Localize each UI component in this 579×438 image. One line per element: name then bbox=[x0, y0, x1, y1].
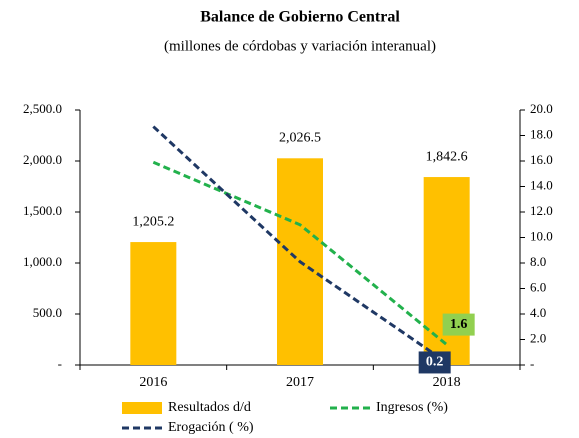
value-label-box bbox=[442, 313, 475, 336]
y-tick-label: - bbox=[58, 356, 62, 371]
y2-tick-label: 8.0 bbox=[530, 254, 546, 269]
value-label-box bbox=[418, 351, 451, 374]
legend-label: Ingresos (%) bbox=[376, 400, 448, 415]
y2-tick-label: 14.0 bbox=[530, 177, 553, 192]
legend-label: Resultados d/d bbox=[168, 400, 251, 415]
y2-tick-label: 10.0 bbox=[530, 228, 553, 243]
y2-tick-label: 2.0 bbox=[530, 330, 546, 345]
line bbox=[152, 125, 448, 364]
bar bbox=[130, 242, 177, 365]
y-tick-label: 2,000.0 bbox=[23, 152, 62, 167]
bar-value-label: 1,205.2 bbox=[132, 214, 174, 229]
bar-value-label: 2,026.5 bbox=[279, 131, 321, 146]
chart-title: Balance de Gobierno Central bbox=[200, 9, 400, 26]
legend-swatch bbox=[122, 402, 162, 414]
chart-subtitle: (millones de córdobas y variación intera… bbox=[164, 38, 436, 54]
x-tick-label: 2016 bbox=[139, 375, 167, 390]
y2-tick-label: 4.0 bbox=[530, 305, 546, 320]
x-tick-label: 2018 bbox=[433, 375, 461, 390]
legend-label: Erogación ( %) bbox=[168, 420, 254, 435]
y-tick-label: 1,000.0 bbox=[23, 254, 62, 269]
y2-tick-label: 20.0 bbox=[530, 101, 553, 116]
line-value-label: 1.6 bbox=[450, 317, 468, 332]
line bbox=[152, 160, 448, 346]
y-tick-label: 500.0 bbox=[33, 305, 62, 320]
bar bbox=[423, 177, 470, 365]
y-tick-label: 2,500.0 bbox=[23, 101, 62, 116]
y-tick-label: 1,500.0 bbox=[23, 203, 62, 218]
y2-tick-label: 18.0 bbox=[530, 126, 553, 141]
line-value-label: 0.2 bbox=[426, 355, 444, 370]
y2-tick-label: 12.0 bbox=[530, 203, 553, 218]
x-tick-label: 2017 bbox=[286, 375, 314, 390]
y2-tick-label: - bbox=[530, 356, 534, 371]
y2-tick-label: 6.0 bbox=[530, 279, 546, 294]
y2-tick-label: 16.0 bbox=[530, 152, 553, 167]
bar-value-label: 1,842.6 bbox=[426, 149, 468, 164]
